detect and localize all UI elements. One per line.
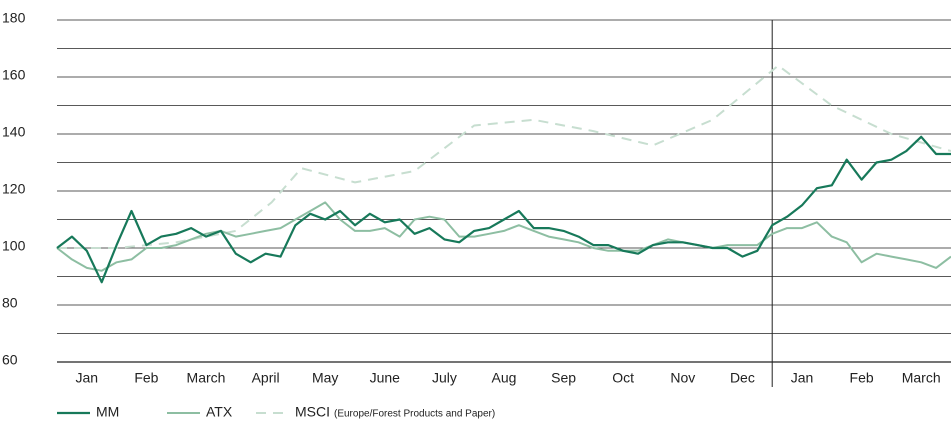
x-tick-label: April (252, 370, 280, 386)
y-tick-label: 140 (2, 124, 26, 140)
y-tick-label: 120 (2, 181, 26, 197)
legend-label: MM (96, 404, 119, 420)
x-tick-label: Feb (850, 370, 874, 386)
x-tick-label: Jan (791, 370, 814, 386)
x-tick-label: Dec (730, 370, 755, 386)
x-tick-label: Aug (492, 370, 517, 386)
x-tick-label: Nov (670, 370, 695, 386)
series-line (56, 135, 951, 284)
legend-note: (Europe/Forest Products and Paper) (334, 409, 495, 420)
x-tick-label: June (370, 370, 401, 386)
series-line (56, 201, 951, 272)
legend-item: ATX (167, 404, 233, 420)
legend-label: ATX (206, 404, 233, 420)
y-tick-label: 60 (2, 352, 18, 368)
x-tick-label: Jan (76, 370, 99, 386)
series-line (57, 64, 951, 249)
x-tick-label: Oct (612, 370, 634, 386)
y-tick-label: 160 (2, 67, 26, 83)
y-tick-label: 100 (2, 238, 26, 254)
y-tick-label: 80 (2, 295, 18, 311)
x-tick-label: July (432, 370, 457, 386)
x-tick-label: Feb (134, 370, 158, 386)
x-tick-label: Sep (551, 370, 576, 386)
legend-label: MSCI (295, 404, 330, 420)
y-tick-label: 180 (2, 10, 26, 26)
x-tick-label: March (902, 370, 941, 386)
legend-item: MM (57, 404, 119, 420)
legend-item: MSCI (Europe/Forest Products and Paper) (256, 404, 495, 420)
x-tick-label: March (187, 370, 226, 386)
x-tick-label: May (312, 370, 338, 386)
